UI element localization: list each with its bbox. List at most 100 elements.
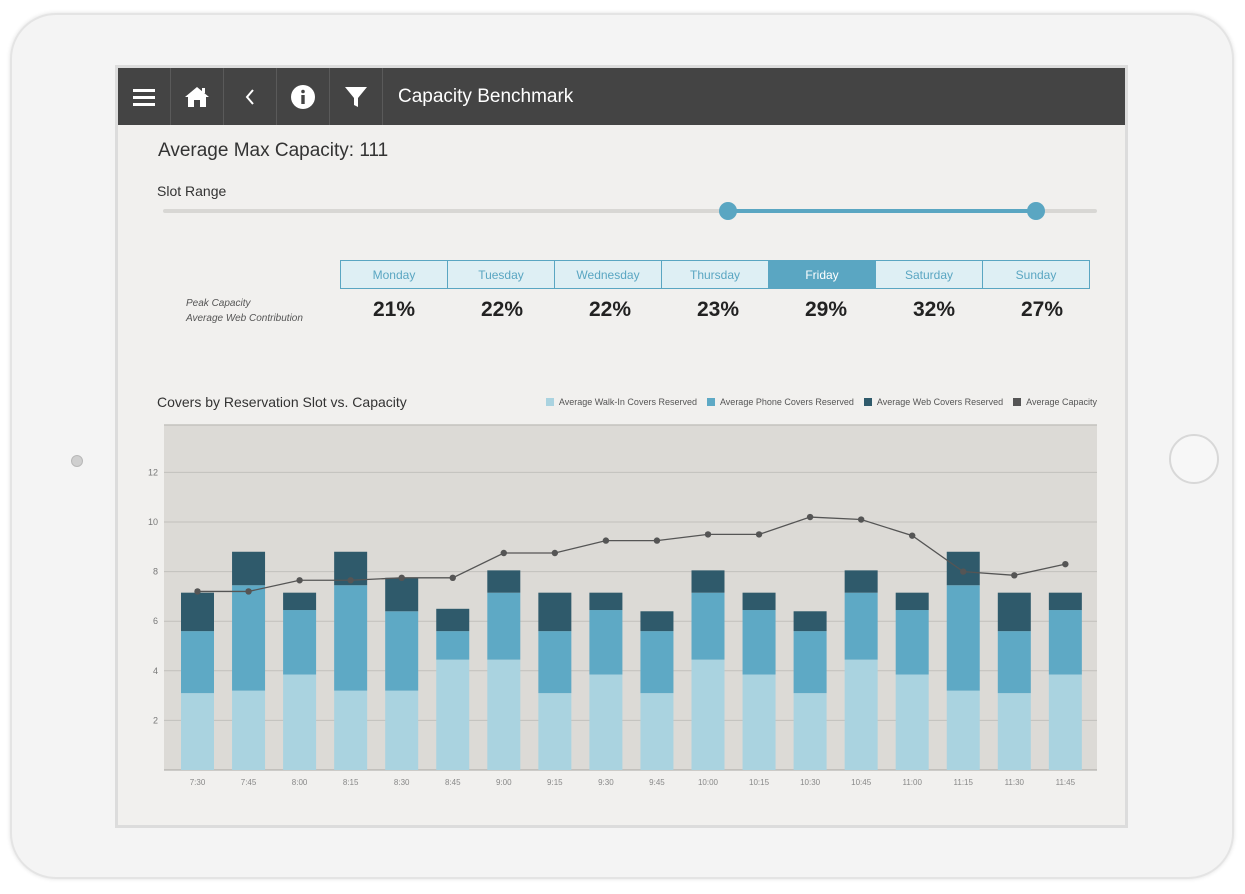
- legend-phone: Average Phone Covers Reserved: [706, 397, 854, 407]
- hamburger-icon: [133, 88, 155, 106]
- capacity-point: [296, 577, 303, 584]
- bar-walk-in: [181, 693, 214, 770]
- bar-web: [385, 577, 419, 612]
- bar-web: [487, 570, 521, 593]
- tab-thursday[interactable]: Thursday: [661, 260, 769, 289]
- y-tick-label: 10: [148, 517, 158, 527]
- x-tick-label: 10:15: [749, 778, 770, 787]
- y-tick-label: 2: [153, 715, 158, 725]
- x-tick-label: 7:45: [241, 778, 257, 787]
- tab-tuesday[interactable]: Tuesday: [447, 260, 555, 289]
- bar-phone: [742, 610, 776, 675]
- pct-sunday: 27%: [1020, 298, 1064, 321]
- x-tick-label: 11:00: [902, 778, 922, 787]
- back-button[interactable]: [224, 68, 277, 125]
- x-tick-label: 8:15: [343, 778, 359, 787]
- top-bar: Capacity Benchmark: [118, 68, 1125, 125]
- pct-monday: 21%: [372, 298, 416, 321]
- capacity-point: [806, 513, 814, 521]
- tab-sunday[interactable]: Sunday: [982, 260, 1090, 289]
- legend-label-walk-in: Average Walk-In Covers Reserved: [558, 397, 697, 407]
- web-contribution-label: Average Web Contribution: [186, 313, 303, 324]
- capacity-point: [653, 537, 661, 544]
- capacity-point: [398, 574, 405, 581]
- bar-phone: [844, 592, 878, 660]
- camera: [71, 455, 83, 467]
- x-tick-label: 9:00: [496, 778, 512, 787]
- slot-range-slider[interactable]: [163, 202, 1097, 220]
- capacity-point: [500, 549, 507, 557]
- x-tick-label: 9:30: [598, 778, 614, 787]
- capacity-point: [245, 588, 252, 595]
- home-icon: [185, 86, 209, 107]
- pct-thursday: 23%: [696, 298, 740, 321]
- bar-walk-in: [793, 693, 827, 770]
- peak-capacity-label: Peak Capacity: [186, 298, 251, 309]
- x-tick-label: 8:30: [394, 778, 410, 787]
- x-tick-label: 11:45: [1056, 778, 1076, 787]
- x-tick-label: 10:45: [851, 778, 872, 787]
- bar-web: [691, 570, 725, 593]
- y-tick-label: 4: [153, 666, 158, 676]
- home-hardware-button[interactable]: [1169, 434, 1219, 484]
- covers-chart: 2 4 6 8 10 12 7:30 7:45 8:00 8:15 8:30 8:45 9:00 9:15…: [148, 424, 1097, 787]
- x-tick-label: 7:30: [190, 778, 206, 787]
- tab-monday[interactable]: Monday: [340, 260, 448, 289]
- capacity-point: [1011, 572, 1018, 579]
- capacity-point: [449, 574, 456, 581]
- bar-walk-in: [385, 690, 419, 770]
- slot-range-fill: [728, 209, 1037, 213]
- page-title: Capacity Benchmark: [398, 85, 574, 107]
- legend-label-capacity: Average Capacity: [1026, 397, 1097, 407]
- bar-phone: [1048, 610, 1082, 675]
- bar-walk-in: [334, 690, 368, 770]
- plot-area: [164, 425, 1097, 770]
- tab-wednesday[interactable]: Wednesday: [554, 260, 662, 289]
- bar-web: [334, 551, 368, 586]
- x-tick-label: 9:15: [547, 778, 563, 787]
- bar-walk-in: [283, 674, 317, 770]
- x-tick-label: 10:30: [800, 778, 821, 787]
- bar-walk-in: [844, 659, 878, 770]
- x-tick-label: 9:45: [649, 778, 665, 787]
- slot-range-end-handle[interactable]: [1027, 202, 1046, 220]
- bar-walk-in: [997, 693, 1031, 770]
- filter-button[interactable]: [330, 68, 383, 125]
- legend-label-phone: Average Phone Covers Reserved: [719, 397, 854, 407]
- legend-swatch-phone: [706, 398, 715, 406]
- chevron-left-icon: [245, 88, 254, 105]
- bar-walk-in: [946, 690, 980, 770]
- slot-range-start-handle[interactable]: [719, 202, 738, 220]
- bar-web: [538, 592, 572, 632]
- slot-range-label: Slot Range: [157, 183, 227, 199]
- peak-capacity-labels: Peak Capacity Average Web Contribution: [186, 296, 303, 326]
- capacity-point: [960, 568, 967, 575]
- bar-web: [844, 570, 878, 593]
- legend-capacity: Average Capacity: [1013, 397, 1097, 407]
- legend-walk-in: Average Walk-In Covers Reserved: [545, 397, 697, 407]
- capacity-point: [1062, 560, 1069, 568]
- legend-web: Average Web Covers Reserved: [863, 397, 1003, 407]
- bar-web: [181, 592, 214, 632]
- bar-phone: [334, 585, 368, 691]
- capacity-line: [197, 516, 1066, 593]
- menu-button[interactable]: [118, 68, 171, 125]
- bar-phone: [895, 610, 929, 675]
- tab-saturday[interactable]: Saturday: [875, 260, 983, 289]
- bar-web: [895, 592, 929, 611]
- bar-phone: [538, 631, 572, 694]
- y-tick-label: 8: [153, 567, 158, 577]
- info-button[interactable]: [277, 68, 330, 125]
- capacity-point: [551, 549, 559, 557]
- bar-web: [793, 611, 827, 632]
- home-button[interactable]: [171, 68, 224, 125]
- bar-web: [997, 592, 1031, 632]
- capacity-point: [194, 588, 201, 595]
- capacity-point: [755, 531, 763, 538]
- info-icon: [291, 84, 315, 109]
- tab-friday[interactable]: Friday: [768, 260, 876, 289]
- capacity-point: [704, 531, 712, 538]
- bar-walk-in: [589, 674, 623, 770]
- bar-walk-in: [691, 659, 725, 770]
- bar-web: [742, 592, 776, 611]
